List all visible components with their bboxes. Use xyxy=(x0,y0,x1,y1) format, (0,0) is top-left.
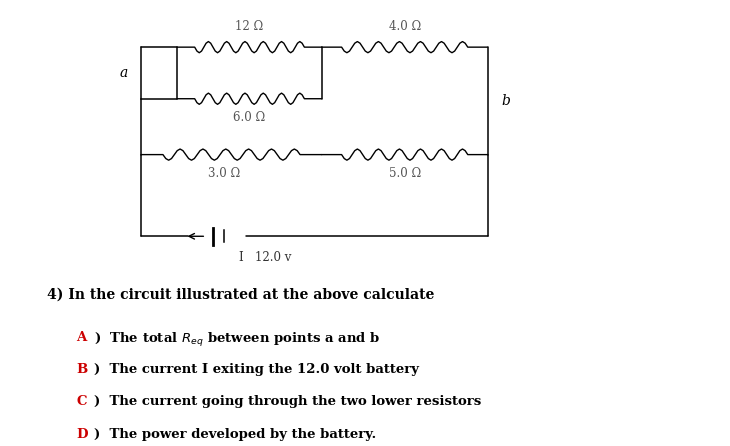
Text: B: B xyxy=(77,363,88,376)
Text: D: D xyxy=(77,428,88,441)
Text: )  The total $R_{eq}$ between points a and b: ) The total $R_{eq}$ between points a an… xyxy=(94,331,381,349)
Text: 4.0 Ω: 4.0 Ω xyxy=(388,21,420,33)
Text: 5.0 Ω: 5.0 Ω xyxy=(388,167,420,180)
Text: b: b xyxy=(502,94,510,108)
Text: 3.0 Ω: 3.0 Ω xyxy=(208,167,240,180)
Text: a: a xyxy=(119,66,127,80)
Text: 6.0 Ω: 6.0 Ω xyxy=(234,111,266,124)
Text: C: C xyxy=(77,395,87,408)
Text: )  The current I exiting the 12.0 volt battery: ) The current I exiting the 12.0 volt ba… xyxy=(94,363,419,376)
Text: A: A xyxy=(77,331,87,344)
Text: )  The current going through the two lower resistors: ) The current going through the two lowe… xyxy=(94,395,482,408)
Text: )  The power developed by the battery.: ) The power developed by the battery. xyxy=(94,428,377,441)
Text: 4) In the circuit illustrated at the above calculate: 4) In the circuit illustrated at the abo… xyxy=(47,288,435,302)
Text: I   12.0 v: I 12.0 v xyxy=(239,251,291,264)
Text: 12 Ω: 12 Ω xyxy=(235,21,264,33)
